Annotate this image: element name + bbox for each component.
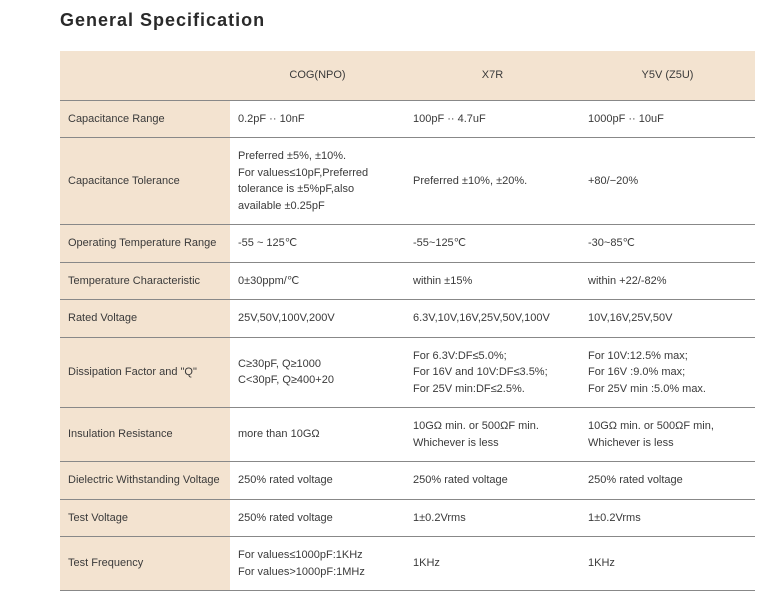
page-title: General Specification bbox=[60, 10, 743, 31]
row-label: Dielectric Withstanding Voltage bbox=[60, 462, 230, 500]
cell: 10V,16V,25V,50V bbox=[580, 300, 755, 338]
cell: For 6.3V:DF≤5.0%; For 16V and 10V:DF≤3.5… bbox=[405, 337, 580, 408]
cell: within ±15% bbox=[405, 262, 580, 300]
cell: +80/−20% bbox=[580, 138, 755, 225]
cell: Preferred ±5%, ±10%. For values≤10pF,Pre… bbox=[230, 138, 405, 225]
row-label: Temperature Characteristic bbox=[60, 262, 230, 300]
cell: 1KHz bbox=[580, 537, 755, 591]
spec-page: General Specification COG(NPO) X7R Y5V (… bbox=[0, 0, 783, 601]
cell: within +22/-82% bbox=[580, 262, 755, 300]
table-row: Rated Voltage 25V,50V,100V,200V 6.3V,10V… bbox=[60, 300, 755, 338]
cell: 250% rated voltage bbox=[230, 462, 405, 500]
row-label: Capacitance Range bbox=[60, 100, 230, 138]
cell: For values≤1000pF:1KHz For values>1000pF… bbox=[230, 537, 405, 591]
table-row: Capacitance Range 0.2pF ·· 10nF 100pF ··… bbox=[60, 100, 755, 138]
table-row: Dissipation Factor and "Q" C≥30pF, Q≥100… bbox=[60, 337, 755, 408]
table-row: Insulation Resistance more than 10GΩ 10G… bbox=[60, 408, 755, 462]
cell: 250% rated voltage bbox=[230, 499, 405, 537]
table-row: Operating Temperature Range -55 ~ 125℃ -… bbox=[60, 225, 755, 263]
cell: 10GΩ min. or 500ΩF min, Whichever is les… bbox=[580, 408, 755, 462]
cell: 0.2pF ·· 10nF bbox=[230, 100, 405, 138]
cell: -30~85℃ bbox=[580, 225, 755, 263]
table-row: Temperature Characteristic 0±30ppm/℃ wit… bbox=[60, 262, 755, 300]
cell: 1KHz bbox=[405, 537, 580, 591]
cell: 1±0.2Vrms bbox=[580, 499, 755, 537]
row-label: Operating Temperature Range bbox=[60, 225, 230, 263]
cell: 250% rated voltage bbox=[405, 462, 580, 500]
cell: 6.3V,10V,16V,25V,50V,100V bbox=[405, 300, 580, 338]
row-label: Rated Voltage bbox=[60, 300, 230, 338]
header-col-x7r: X7R bbox=[405, 51, 580, 100]
cell: C≥30pF, Q≥1000 C<30pF, Q≥400+20 bbox=[230, 337, 405, 408]
cell: 10GΩ min. or 500ΩF min. Whichever is les… bbox=[405, 408, 580, 462]
row-label: Dissipation Factor and "Q" bbox=[60, 337, 230, 408]
cell: 100pF ·· 4.7uF bbox=[405, 100, 580, 138]
table-row: Capacitance Tolerance Preferred ±5%, ±10… bbox=[60, 138, 755, 225]
cell: 250% rated voltage bbox=[580, 462, 755, 500]
cell: 1000pF ·· 10uF bbox=[580, 100, 755, 138]
table-header-row: COG(NPO) X7R Y5V (Z5U) bbox=[60, 51, 755, 100]
table-row: Test Voltage 250% rated voltage 1±0.2Vrm… bbox=[60, 499, 755, 537]
table-row: Dielectric Withstanding Voltage 250% rat… bbox=[60, 462, 755, 500]
header-col-y5v: Y5V (Z5U) bbox=[580, 51, 755, 100]
row-label: Capacitance Tolerance bbox=[60, 138, 230, 225]
cell: 25V,50V,100V,200V bbox=[230, 300, 405, 338]
cell: For 10V:12.5% max; For 16V :9.0% max; Fo… bbox=[580, 337, 755, 408]
row-label: Test Voltage bbox=[60, 499, 230, 537]
cell: -55~125℃ bbox=[405, 225, 580, 263]
cell: -55 ~ 125℃ bbox=[230, 225, 405, 263]
table-row: Test Frequency For values≤1000pF:1KHz Fo… bbox=[60, 537, 755, 591]
row-label: Test Frequency bbox=[60, 537, 230, 591]
row-label: Insulation Resistance bbox=[60, 408, 230, 462]
spec-table: COG(NPO) X7R Y5V (Z5U) Capacitance Range… bbox=[60, 51, 755, 591]
cell: 0±30ppm/℃ bbox=[230, 262, 405, 300]
cell: Preferred ±10%, ±20%. bbox=[405, 138, 580, 225]
header-col-cog: COG(NPO) bbox=[230, 51, 405, 100]
cell: 1±0.2Vrms bbox=[405, 499, 580, 537]
header-blank bbox=[60, 51, 230, 100]
cell: more than 10GΩ bbox=[230, 408, 405, 462]
